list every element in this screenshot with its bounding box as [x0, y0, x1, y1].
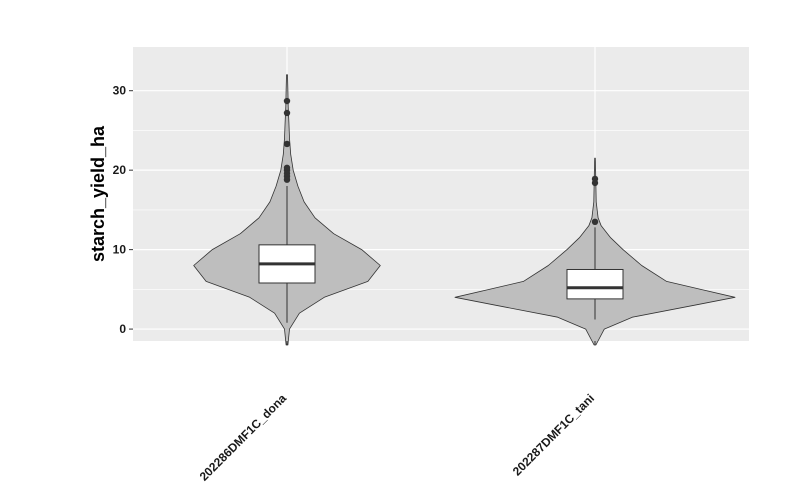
y-tick-label: 30	[113, 84, 127, 98]
x-tick-label: 202286DMF1C_dona	[197, 391, 290, 484]
outlier-point	[591, 218, 599, 226]
outlier-point	[283, 97, 291, 105]
y-axis-title: starch_yield_ha	[88, 125, 108, 262]
violin-layer	[193, 74, 736, 346]
y-tick-label: 10	[113, 243, 127, 257]
outlier-point	[283, 140, 291, 148]
y-tick-label: 0	[119, 322, 126, 336]
y-tick-label: 20	[113, 163, 127, 177]
outlier-point	[283, 164, 291, 171]
box-202287DMF1C_tani	[566, 268, 624, 300]
outlier-point	[283, 109, 291, 117]
outlier-point	[591, 175, 599, 183]
x-tick-label: 202287DMF1C_tani	[510, 391, 597, 478]
